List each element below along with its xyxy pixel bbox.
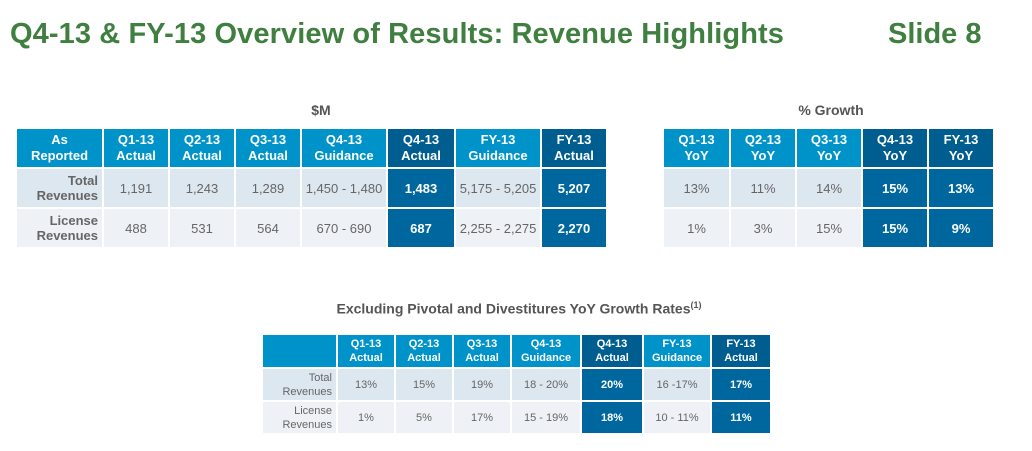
column-header-highlight: Q4-13 Actual <box>387 129 456 169</box>
usd-table-caption: $M <box>311 102 331 118</box>
table-cell: 2,255 - 2,275 <box>455 208 542 249</box>
table-cell: 1,450 - 1,480 <box>301 168 388 209</box>
column-header: FY-13 Guidance <box>455 129 542 169</box>
table-cell: 1% <box>337 401 396 435</box>
footnote-marker: (1) <box>690 300 702 310</box>
table-cell-highlight: 15% <box>862 168 929 209</box>
column-header: Q1-13 Actual <box>337 335 396 369</box>
table-cell: 15% <box>395 368 454 402</box>
column-header: FY-13 Guidance <box>643 335 712 369</box>
row-label: Total Revenues <box>17 168 104 209</box>
table-cell-highlight: 9% <box>928 208 995 249</box>
table-row: 13% 11% 14% 15% 13% <box>664 168 995 209</box>
table-cell: 531 <box>169 208 236 249</box>
table-cell: 5,175 - 5,205 <box>455 168 542 209</box>
table-cell: 670 - 690 <box>301 208 388 249</box>
slide-title: Q4-13 & FY-13 Overview of Results: Reven… <box>10 18 785 50</box>
table-cell: 19% <box>453 368 512 402</box>
table-row: Total Revenues 1,191 1,243 1,289 1,450 - … <box>17 168 608 209</box>
column-header: Q4-13 Guidance <box>301 129 388 169</box>
table-cell: 14% <box>796 168 863 209</box>
excl-growth-table: Q1-13 Actual Q2-13 Actual Q3-13 Actual Q4-1… <box>263 335 772 435</box>
table-cell: 5% <box>395 401 454 435</box>
excl-table-caption: Excluding Pivotal and Divestitures YoY G… <box>263 300 775 317</box>
table-header-row: Q1-13 YoY Q2-13 YoY Q3-13 YoY Q4-13 YoY FY-1… <box>664 129 995 169</box>
slide-number: Slide 8 <box>888 18 982 50</box>
table-row: Total Revenues 13% 15% 19% 18 - 20% 20% 1… <box>263 368 772 402</box>
row-label: Total Revenues <box>263 368 338 402</box>
growth-table: Q1-13 YoY Q2-13 YoY Q3-13 YoY Q4-13 YoY FY-1… <box>664 129 995 249</box>
usd-revenue-table: As Reported Q1-13 Actual Q2-13 Actual Q3-13… <box>17 129 608 249</box>
column-header: Q4-13 Guidance <box>511 335 582 369</box>
column-header-highlight: FY-13 Actual <box>541 129 608 169</box>
table-cell: 488 <box>103 208 170 249</box>
table-cell: 1% <box>664 208 731 249</box>
column-header-empty <box>263 335 338 369</box>
table-cell: 15 - 19% <box>511 401 582 435</box>
column-header: Q2-13 YoY <box>730 129 797 169</box>
table-cell: 1,191 <box>103 168 170 209</box>
column-header: Q3-13 Actual <box>453 335 512 369</box>
column-header-highlight: Q4-13 YoY <box>862 129 929 169</box>
table-cell: 18 - 20% <box>511 368 582 402</box>
table-row: License Revenues 488 531 564 670 - 690 68… <box>17 208 608 249</box>
table-row: License Revenues 1% 5% 17% 15 - 19% 18% 1… <box>263 401 772 435</box>
column-header: Q2-13 Actual <box>169 129 236 169</box>
column-header: Q3-13 YoY <box>796 129 863 169</box>
column-header: Q1-13 Actual <box>103 129 170 169</box>
table-cell: 10 - 11% <box>643 401 712 435</box>
table-header-row: Q1-13 Actual Q2-13 Actual Q3-13 Actual Q4-1… <box>263 335 772 369</box>
table-cell: 16 -17% <box>643 368 712 402</box>
table-header-row: As Reported Q1-13 Actual Q2-13 Actual Q3-13… <box>17 129 608 169</box>
table-cell-highlight: 2,270 <box>541 208 608 249</box>
column-header-highlight: Q4-13 Actual <box>581 335 644 369</box>
table-cell: 3% <box>730 208 797 249</box>
column-header: Q2-13 Actual <box>395 335 454 369</box>
table-cell: 13% <box>337 368 396 402</box>
table-cell-highlight: 13% <box>928 168 995 209</box>
column-header-highlight: FY-13 Actual <box>711 335 772 369</box>
table-cell: 11% <box>730 168 797 209</box>
table-cell-highlight: 18% <box>581 401 644 435</box>
table-cell: 15% <box>796 208 863 249</box>
table-cell: 1,243 <box>169 168 236 209</box>
table-cell-highlight: 20% <box>581 368 644 402</box>
table-cell-highlight: 1,483 <box>387 168 456 209</box>
table-cell-highlight: 5,207 <box>541 168 608 209</box>
table-cell-highlight: 17% <box>711 368 772 402</box>
table-cell: 564 <box>235 208 302 249</box>
column-header-highlight: FY-13 YoY <box>928 129 995 169</box>
table-cell-highlight: 15% <box>862 208 929 249</box>
column-header: Q3-13 Actual <box>235 129 302 169</box>
column-header: Q1-13 YoY <box>664 129 731 169</box>
table-row: 1% 3% 15% 15% 9% <box>664 208 995 249</box>
growth-table-caption: % Growth <box>798 102 864 118</box>
table-cell-highlight: 687 <box>387 208 456 249</box>
excl-caption-text: Excluding Pivotal and Divestitures YoY G… <box>336 300 691 317</box>
table-cell: 17% <box>453 401 512 435</box>
table-cell: 1,289 <box>235 168 302 209</box>
row-label: License Revenues <box>263 401 338 435</box>
table-cell: 13% <box>664 168 731 209</box>
row-label: License Revenues <box>17 208 104 249</box>
table-cell-highlight: 11% <box>711 401 772 435</box>
column-header: As Reported <box>17 129 104 169</box>
